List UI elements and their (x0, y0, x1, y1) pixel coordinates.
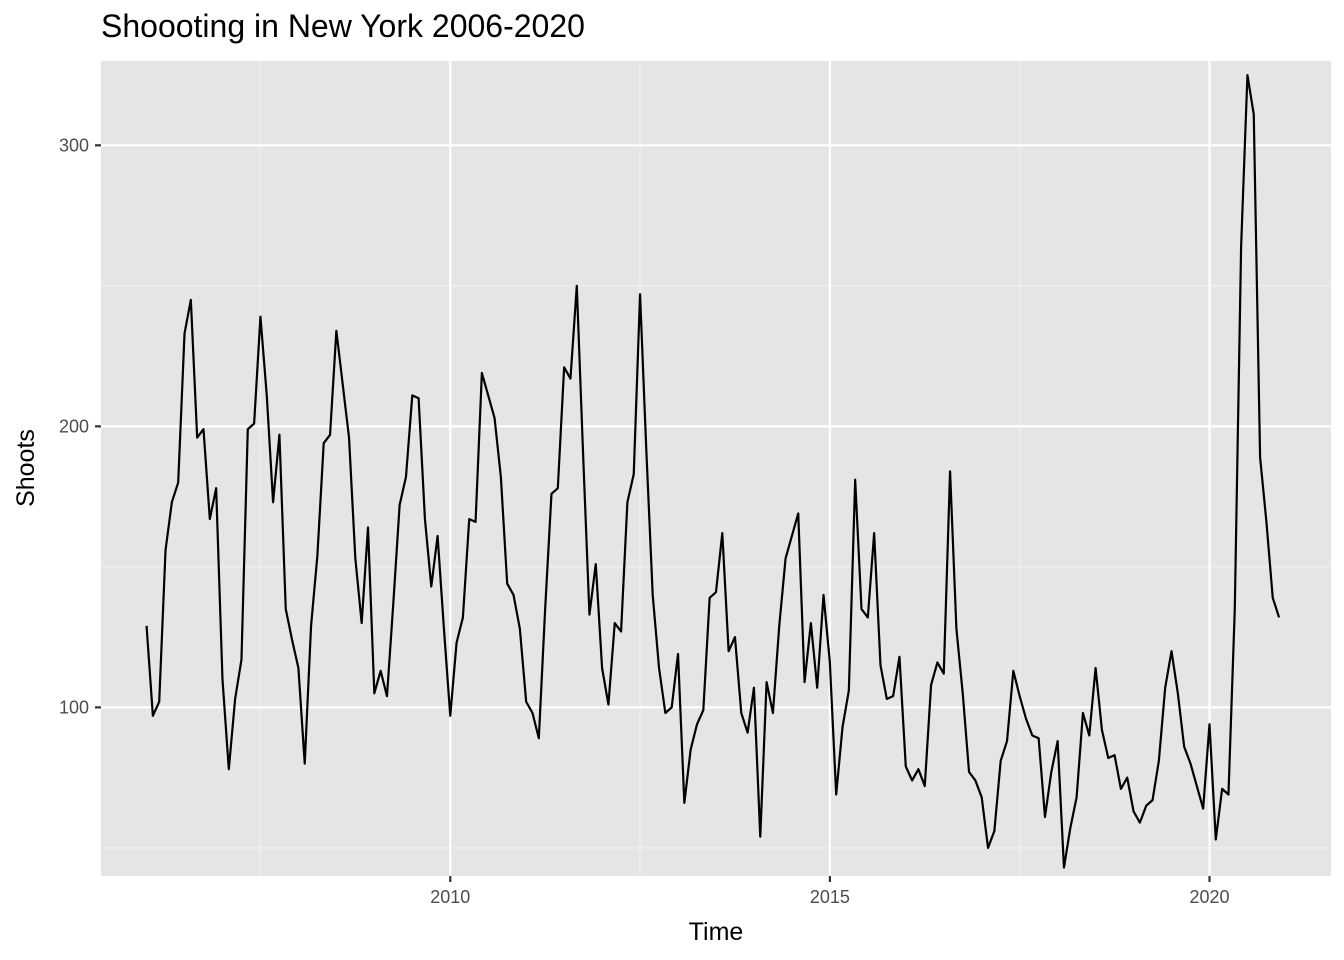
chart-title: Shoooting in New York 2006-2020 (101, 8, 585, 44)
x-tick-label: 2010 (430, 887, 470, 907)
axis-ticks (95, 144, 1211, 882)
y-axis-title: Shoots (12, 429, 40, 507)
series-line-shootings (145, 73, 1281, 869)
x-tick-label: 2015 (810, 887, 850, 907)
plot-panel (101, 61, 1331, 876)
x-tick-label: 2020 (1189, 887, 1229, 907)
y-tick-label: 300 (59, 135, 89, 155)
y-tick-label: 200 (59, 416, 89, 436)
x-axis-title: Time (689, 918, 744, 946)
y-tick-label: 100 (59, 697, 89, 717)
tick-labels: 100 200 300 2010 2015 2020 (59, 135, 1230, 907)
minor-gridlines (101, 61, 1331, 876)
